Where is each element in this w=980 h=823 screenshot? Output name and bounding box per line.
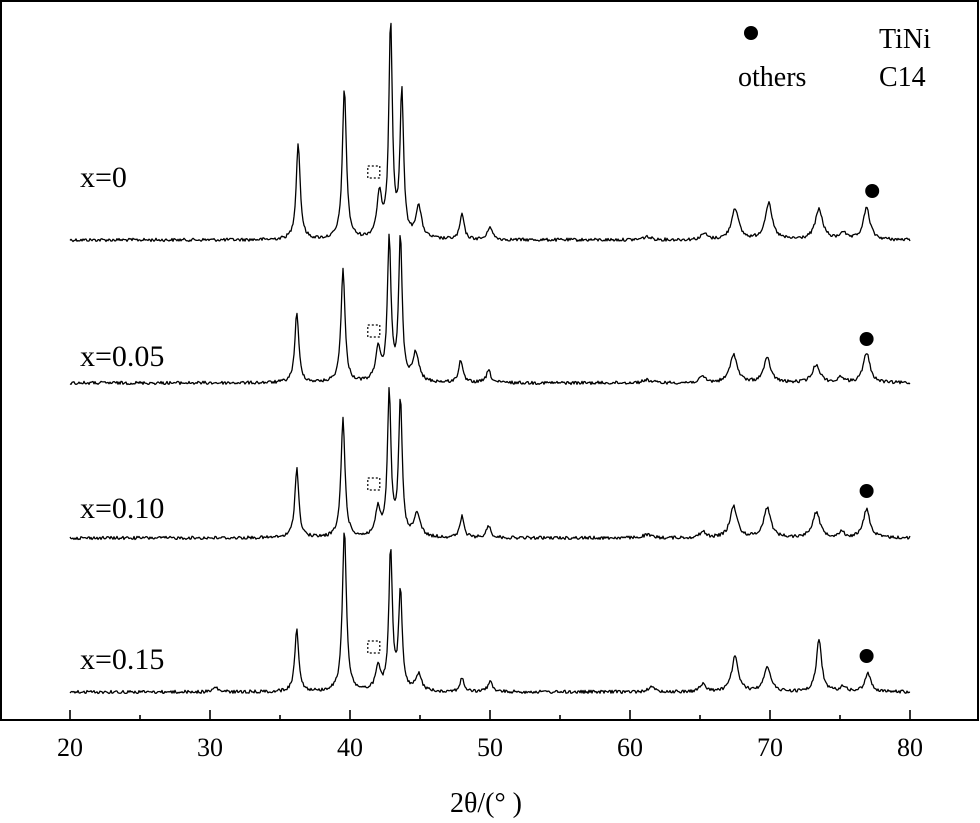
tini-marker-0 xyxy=(865,184,880,198)
series-labels: x=0 x=0.05 x=0.10 x=0.15 xyxy=(80,161,164,676)
series-trace-1 xyxy=(69,233,911,386)
tini-marker-3 xyxy=(859,649,874,663)
series-trace-3 xyxy=(69,532,911,695)
x-axis-title: 2θ/(° ) xyxy=(450,788,522,819)
series-label-1: x=0.05 xyxy=(80,340,164,373)
x-tick-label-80: 80 xyxy=(897,733,923,762)
markers-group xyxy=(367,165,880,663)
series-label-3: x=0.15 xyxy=(80,643,164,676)
x-axis: 20 30 40 50 60 70 80 xyxy=(57,710,923,762)
legend-tini-marker-icon xyxy=(744,26,758,40)
others-marker-0 xyxy=(367,165,381,179)
traces-group xyxy=(69,22,911,695)
legend-tini-label: TiNi xyxy=(879,24,931,55)
series-label-0: x=0 xyxy=(80,161,127,194)
x-tick-label-20: 20 xyxy=(57,733,83,762)
series-trace-0 xyxy=(69,22,911,243)
series-label-2: x=0.10 xyxy=(80,492,164,525)
x-tick-label-50: 50 xyxy=(477,733,503,762)
x-tick-label-40: 40 xyxy=(337,733,363,762)
legend-others-label: others xyxy=(738,62,806,93)
others-marker-3 xyxy=(367,640,381,654)
x-tick-label-30: 30 xyxy=(197,733,223,762)
tini-marker-1 xyxy=(859,332,874,346)
legend-c14-label: C14 xyxy=(879,62,926,93)
x-tick-label-60: 60 xyxy=(617,733,643,762)
others-marker-1 xyxy=(367,324,381,338)
series-trace-2 xyxy=(69,387,911,541)
legend: TiNi others C14 xyxy=(738,24,931,93)
x-tick-label-70: 70 xyxy=(757,733,783,762)
tini-marker-2 xyxy=(859,484,874,498)
others-marker-2 xyxy=(367,477,381,491)
